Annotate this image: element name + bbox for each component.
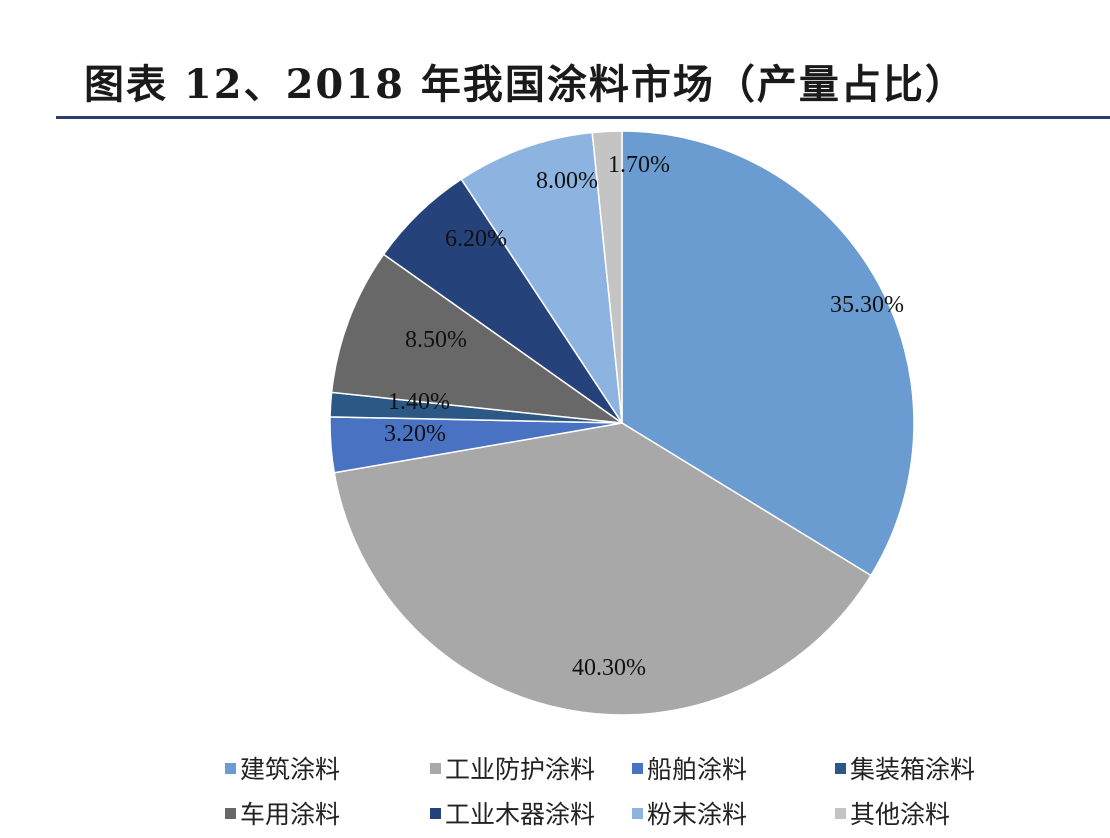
slice-label-4: 1.40%: [388, 389, 450, 415]
slice-label-5: 8.50%: [405, 327, 467, 353]
pie-slices: [329, 130, 915, 716]
slice-label-2: 40.30%: [572, 655, 646, 681]
pie-slice-1: [621, 130, 915, 577]
pie-slice-7: [460, 131, 623, 424]
pie-slice-5: [330, 253, 625, 425]
pie-slice-2: [333, 422, 873, 716]
slice-label-3: 3.20%: [384, 421, 446, 447]
slice-label-1: 35.30%: [830, 292, 904, 318]
pie-labels: 35.30% 40.30% 3.20% 1.40% 8.50% 6.20% 8.00% 1.7…: [384, 152, 904, 681]
slice-label-7: 8.00%: [536, 168, 598, 194]
pie-slice-8: [591, 130, 623, 424]
slice-label-8: 1.70%: [608, 152, 670, 178]
title-rule: [56, 116, 1110, 119]
slice-label-6: 6.20%: [445, 226, 507, 252]
chart-title: 图表 12、2018 年我国涂料市场（产量占比）: [84, 61, 967, 108]
